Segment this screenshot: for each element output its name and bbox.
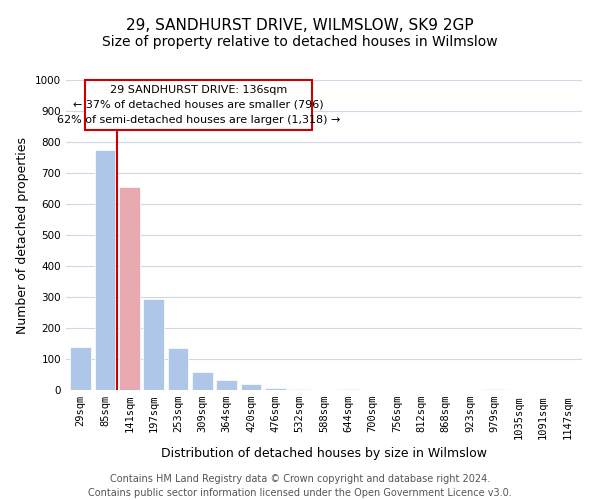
Bar [216,380,237,390]
Y-axis label: Number of detached properties: Number of detached properties [16,136,29,334]
Text: Contains HM Land Registry data © Crown copyright and database right 2024.
Contai: Contains HM Land Registry data © Crown c… [88,474,512,498]
FancyBboxPatch shape [85,80,312,130]
Bar [192,372,212,390]
Bar [265,388,286,390]
Text: Size of property relative to detached houses in Wilmslow: Size of property relative to detached ho… [102,35,498,49]
Text: 29 SANDHURST DRIVE: 136sqm
← 37% of detached houses are smaller (796)
62% of sem: 29 SANDHURST DRIVE: 136sqm ← 37% of deta… [57,85,340,124]
Bar [143,298,164,390]
Bar [338,389,359,390]
Text: 29, SANDHURST DRIVE, WILMSLOW, SK9 2GP: 29, SANDHURST DRIVE, WILMSLOW, SK9 2GP [126,18,474,32]
Bar [95,150,115,390]
Bar [119,187,140,390]
Bar [70,346,91,390]
Bar [241,384,262,390]
Bar [167,348,188,390]
X-axis label: Distribution of detached houses by size in Wilmslow: Distribution of detached houses by size … [161,447,487,460]
